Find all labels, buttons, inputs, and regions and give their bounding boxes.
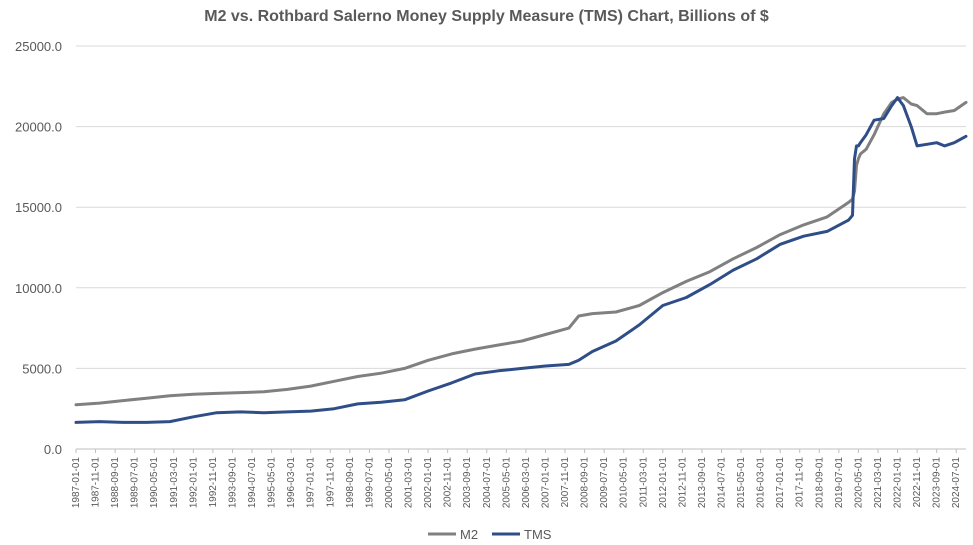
x-tick-label: 2008-09-01 (580, 457, 591, 509)
legend-label-m2: M2 (460, 527, 478, 542)
x-tick-label: 2002-01-01 (423, 457, 434, 509)
x-tick-label: 1994-07-01 (247, 457, 258, 509)
chart-title: M2 vs. Rothbard Salerno Money Supply Mea… (204, 8, 769, 25)
x-tick-label: 2002-11-01 (443, 457, 454, 508)
legend-label-tms: TMS (524, 527, 552, 542)
x-tick-label: 1995-05-01 (267, 457, 278, 509)
y-tick-label: 5000.0 (22, 361, 62, 376)
x-tick-label: 2012-01-01 (658, 457, 669, 509)
x-tick-label: 2001-03-01 (404, 457, 415, 509)
x-tick-label: 1993-09-01 (227, 457, 238, 509)
x-tick-label: 2009-07-01 (599, 457, 610, 509)
x-tick-label: 2005-05-01 (501, 457, 512, 509)
x-tick-label: 1992-11-01 (208, 457, 219, 508)
x-tick-label: 2016-03-01 (756, 457, 767, 509)
y-tick-label: 25000.0 (15, 39, 62, 54)
x-tick-label: 1992-01-01 (188, 457, 199, 509)
x-tick-label: 1987-11-01 (91, 457, 102, 508)
x-tick-label: 2000-05-01 (384, 457, 395, 509)
x-tick-label: 1998-09-01 (345, 457, 356, 509)
x-tick-label: 2007-11-01 (560, 457, 571, 508)
x-tick-label: 1997-01-01 (306, 457, 317, 509)
x-tick-label: 1996-03-01 (286, 457, 297, 509)
x-tick-label: 2024-07-01 (951, 457, 962, 509)
x-tick-label: 2017-01-01 (775, 457, 786, 509)
y-tick-label: 15000.0 (15, 200, 62, 215)
x-tick-label: 2004-07-01 (482, 457, 493, 509)
x-tick-label: 1989-07-01 (130, 457, 141, 509)
x-tick-label: 1987-01-01 (71, 457, 82, 509)
y-tick-label: 20000.0 (15, 120, 62, 135)
x-tick-label: 2003-09-01 (462, 457, 473, 509)
x-tick-label: 2011-03-01 (638, 457, 649, 508)
series-line-m2 (74, 96, 968, 407)
series-line-tms (74, 96, 968, 424)
x-tick-label: 2023-09-01 (932, 457, 943, 509)
x-tick-label: 2017-11-01 (795, 457, 806, 508)
y-tick-label: 0.0 (44, 442, 62, 457)
x-tick-label: 1991-03-01 (169, 457, 180, 509)
x-tick-label: 2022-11-01 (912, 457, 923, 508)
x-tick-label: 1997-11-01 (325, 457, 336, 508)
x-tick-label: 1988-09-01 (110, 457, 121, 509)
x-tick-label: 2015-05-01 (736, 457, 747, 509)
y-tick-label: 10000.0 (15, 281, 62, 296)
x-tick-label: 1999-07-01 (364, 457, 375, 509)
x-tick-label: 2013-09-01 (697, 457, 708, 509)
x-tick-label: 2021-03-01 (873, 457, 884, 509)
x-tick-label: 2014-07-01 (716, 457, 727, 509)
x-tick-label: 2019-07-01 (834, 457, 845, 509)
x-tick-label: 2006-03-01 (521, 457, 532, 509)
x-tick-label: 2022-01-01 (893, 457, 904, 509)
x-tick-label: 2010-05-01 (619, 457, 630, 509)
x-tick-label: 2012-11-01 (677, 457, 688, 508)
x-tick-label: 1990-05-01 (149, 457, 160, 509)
x-tick-label: 2018-09-01 (814, 457, 825, 509)
x-tick-label: 2020-05-01 (853, 457, 864, 509)
x-tick-label: 2007-01-01 (540, 457, 551, 509)
